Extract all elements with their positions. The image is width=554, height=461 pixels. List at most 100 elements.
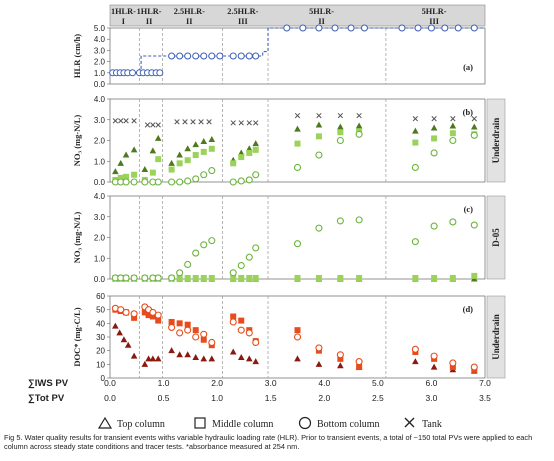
panel-b-top-point — [315, 121, 323, 128]
panel-b-tank-point — [144, 122, 151, 128]
panel-b-tank-point — [174, 119, 180, 125]
panel-c-bottom-point — [176, 269, 184, 277]
panel-d-top-point — [229, 348, 237, 355]
panel-b-middle-point — [155, 156, 162, 163]
panel-b-top-point — [184, 145, 191, 152]
panel-a-hlr-point — [441, 24, 449, 32]
panel-d-ytick-label: 10 — [96, 360, 105, 369]
panel-d-top-point — [412, 358, 419, 365]
panel-a-hlr-point — [184, 52, 192, 60]
panel-d-top-point — [130, 352, 138, 359]
panel-d-top-point — [337, 362, 344, 369]
panel-b-bottom-point — [411, 163, 419, 172]
panel-b-tag: (b) — [463, 107, 474, 117]
legend: Top column Middle column Bottom column T… — [97, 416, 442, 430]
panel-d-bottom-point — [411, 345, 419, 353]
panel-d-bottom-point — [430, 352, 438, 360]
panel-b-tank-point — [112, 118, 119, 124]
panel-c-middle-point — [412, 274, 419, 281]
panel-b-tank-point — [356, 112, 362, 119]
panel-b-top-point — [192, 141, 200, 148]
panel-b-middle-point — [431, 135, 438, 142]
panel-d-bottom-point — [192, 333, 200, 341]
panel-b-bottom-point — [229, 178, 237, 186]
iws-tick-label: 1.0 — [158, 378, 170, 388]
panel-d-top-point — [252, 358, 260, 365]
panel-c-middle-point — [246, 274, 253, 281]
panel-b-bottom-point — [176, 178, 184, 186]
panel-c-middle-point — [184, 274, 191, 281]
panel-c-bottom-point — [200, 241, 208, 249]
panel-d-side-box — [486, 295, 506, 379]
panel-d-bottom-point — [154, 311, 162, 319]
panel-b-top-point — [294, 125, 301, 132]
panel-c-middle-point — [252, 274, 259, 281]
legend-top-marker — [97, 416, 113, 429]
panel-d-bottom-point — [122, 308, 130, 316]
panel-b-tank-point — [253, 120, 259, 126]
panel-b-bottom-point — [449, 136, 457, 145]
panel-b-tank-point — [431, 116, 437, 122]
panel-d-middle-point — [238, 317, 245, 324]
panel-b-top-point — [176, 151, 183, 158]
panel-a-hlr-point — [252, 52, 260, 60]
panel-b-tank-point — [182, 119, 188, 125]
panel-b-middle-point — [117, 174, 124, 181]
panel-b-middle-point — [412, 139, 419, 146]
panel-b-middle-point — [192, 152, 199, 159]
panel-b-tank-point — [198, 119, 204, 125]
tot-tick-label: 2.5 — [372, 393, 384, 403]
panel-d-top-point — [168, 347, 175, 354]
panel-c-bottom-point — [245, 253, 253, 261]
iws-axis-label: ∑IWS PV — [28, 378, 69, 389]
panel-d-middle-point — [168, 318, 175, 325]
panel-c-middle-point — [449, 274, 456, 281]
panel-a-hlr-point — [245, 52, 253, 60]
panel-a-hlr-point — [192, 52, 200, 60]
panel-d-top-point — [141, 360, 149, 367]
panel-d-top-point — [176, 351, 183, 358]
panel-c-middle-point — [337, 274, 344, 281]
panel-b-ylabel: NO₃ (mg-N/L) — [72, 115, 82, 167]
panel-d-ytick-label: 60 — [96, 292, 105, 301]
phase-label-4-line-1: 2.5HLR- — [227, 7, 258, 16]
tot-tick-label: 1.5 — [265, 393, 277, 403]
panel-b-ytick-label: 3.0 — [94, 116, 106, 125]
panel-b-bottom-point — [141, 178, 149, 186]
panel-b-tank-point — [123, 118, 129, 124]
panel-b-middle-point — [238, 154, 245, 161]
panel-d-ytick-label: 30 — [96, 333, 105, 342]
panel-c-bottom-point — [229, 269, 237, 277]
panel-b-side-label: Underdrain — [491, 118, 501, 164]
panel-b-bottom-point — [130, 178, 138, 186]
panel-a-hlr-point — [454, 24, 462, 32]
panel-b-bottom-point — [168, 178, 176, 186]
panel-b-middle-point — [131, 171, 138, 178]
panel-b-tank-point — [316, 112, 322, 119]
panel-c-middle-point — [238, 274, 245, 281]
legend-bottom-label: Bottom column — [317, 419, 380, 430]
panel-a-hlr-point — [283, 24, 291, 32]
panel-a-ytick-label: 1.0 — [94, 69, 106, 78]
panel-b-top-point — [237, 149, 245, 156]
panel-c-bottom-point — [122, 274, 130, 282]
panel-d-side-label: Underdrain — [491, 314, 501, 360]
panel-d-top-point — [200, 355, 208, 362]
panel-c-bottom-point — [168, 274, 176, 282]
panel-d-middle-point — [145, 312, 152, 319]
panel-b-top-point — [141, 166, 149, 173]
panel-d-middle-point — [200, 336, 207, 343]
panel-a-hlr-point — [470, 24, 478, 32]
panel-b-middle-point — [176, 160, 183, 167]
panel-a-hlr-point — [168, 52, 176, 60]
panel-a-ytick-label: 4.0 — [94, 35, 106, 44]
panel-a-hlr-point — [414, 24, 422, 32]
panel-d-top-point — [120, 336, 128, 343]
panel-c-bottom-point — [237, 261, 245, 270]
panel-d-top-point — [149, 355, 157, 362]
panel-d-bottom-point — [229, 318, 237, 326]
panel-d-bottom-point — [470, 363, 478, 371]
legend-top-label: Top column — [117, 419, 165, 430]
panel-c-middle-point — [315, 274, 322, 281]
panel-b-top-point — [168, 159, 175, 166]
